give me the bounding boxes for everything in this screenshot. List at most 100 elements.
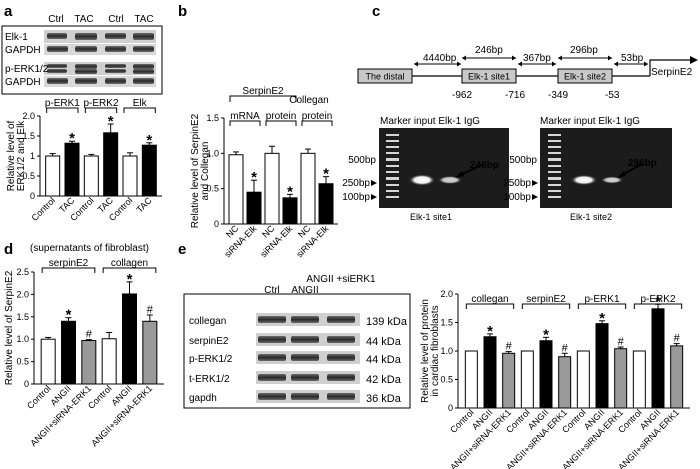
gel2-marker-3: 100bp bbox=[503, 192, 531, 203]
blot-e-row-label: collegan bbox=[189, 316, 226, 327]
chart-a-category-label: TAC bbox=[134, 195, 154, 215]
blot-a-band bbox=[133, 78, 154, 84]
chart-b-tick-label: 1.0 bbox=[206, 148, 219, 158]
span-label-5: 53bp bbox=[621, 53, 644, 64]
chart-e-tick-label: 2.0 bbox=[440, 289, 453, 299]
chart-e-bar bbox=[670, 345, 684, 409]
chart-b-bracket bbox=[301, 120, 333, 126]
gel2-marker-1: 500bp bbox=[509, 155, 537, 166]
blot-e-size: 44 kDa bbox=[366, 354, 402, 366]
chart-d-tick-label: 2.5 bbox=[16, 267, 29, 277]
chart-a-bracket bbox=[46, 107, 79, 113]
gel2-band-label: 296bp bbox=[628, 158, 657, 169]
chart-a-group-label: Elk bbox=[133, 98, 148, 109]
gel2-caption: Elk-1 site2 bbox=[570, 212, 612, 222]
blot-a-band bbox=[75, 46, 97, 52]
chart-e-bar bbox=[539, 340, 553, 409]
chart-e-sig-mark: # bbox=[618, 336, 625, 348]
blot-a-row3-bg bbox=[44, 62, 156, 75]
blot-e-size: 139 kDa bbox=[366, 316, 408, 328]
blot-a-band bbox=[75, 64, 97, 69]
chart-e-ylabel: in cardiac fibroblasts bbox=[430, 305, 441, 396]
chart-a-bar bbox=[45, 155, 61, 197]
gel-site1: Marker input Elk-1 IgG 246bp 500bp 250bp… bbox=[342, 116, 509, 222]
chart-e-bracket bbox=[465, 303, 515, 309]
blot-a-row1-bg bbox=[44, 30, 156, 43]
panel-a: a Ctrl TAC Ctrl TAC bbox=[1, 3, 163, 223]
blot-e-band bbox=[327, 336, 355, 343]
panel-a-blot: Ctrl TAC Ctrl TAC bbox=[1, 14, 163, 95]
chart-d-group-label: collagen bbox=[111, 258, 148, 269]
chart-e-sig-mark: # bbox=[506, 341, 513, 353]
span-label-3: 367bp bbox=[523, 53, 551, 64]
chart-e-sig-mark: * bbox=[655, 293, 661, 310]
chart-d-bar bbox=[40, 338, 56, 385]
chart-e-group-label: p-ERK1 bbox=[584, 294, 619, 305]
chart-a-ylabel: ERK1/2 and Elk bbox=[16, 120, 27, 192]
blot-a-band bbox=[105, 33, 126, 39]
chart-e-bar bbox=[558, 356, 572, 409]
panel-b: b 0 0.5 1.0 1.5 Relative level of SerpinE2 an… bbox=[178, 3, 338, 259]
chart-d-group-label: serpinE2 bbox=[49, 258, 89, 269]
chart-b-bar bbox=[282, 197, 298, 225]
gel2-header: Marker input Elk-1 IgG bbox=[540, 116, 640, 127]
chart-d-tick-label: 2.0 bbox=[16, 289, 29, 299]
chart-e-bar bbox=[502, 352, 516, 409]
chart-b-sig-mark: * bbox=[323, 166, 329, 183]
blot-a-row-1: Elk-1 bbox=[5, 32, 28, 43]
blot-e-band bbox=[291, 354, 319, 361]
chart-b-bar bbox=[228, 154, 244, 225]
chart-e-bar bbox=[520, 350, 534, 409]
blot-a-lane-1: Ctrl bbox=[48, 14, 64, 25]
chart-b-header: Collegan bbox=[289, 95, 328, 106]
chart-d-bar bbox=[122, 293, 137, 385]
chart-e-sig-mark: * bbox=[487, 323, 493, 340]
chart-e-bar bbox=[483, 336, 497, 409]
chart-a-bar bbox=[103, 132, 119, 197]
blot-e-band bbox=[291, 393, 319, 400]
panel-b-label: b bbox=[178, 3, 187, 20]
blot-a-band bbox=[47, 69, 67, 73]
gel1-caption: Elk-1 site1 bbox=[410, 212, 452, 222]
chart-b-sig-mark: * bbox=[251, 169, 257, 186]
chart-e-sig-mark: * bbox=[599, 310, 605, 327]
blot-e-band bbox=[327, 354, 355, 361]
chart-e-group-label: p-ERK2 bbox=[640, 294, 675, 305]
chart-e-group-label: collegan bbox=[471, 294, 508, 305]
blot-a-band bbox=[133, 64, 154, 69]
chart-d-tick-label: 1.5 bbox=[16, 312, 29, 322]
blot-a-band bbox=[47, 46, 68, 52]
chart-b-bar bbox=[264, 152, 280, 225]
chart-b-ylabel: Relative level of SerpinE2 bbox=[190, 113, 201, 228]
chart-a-ylabel: Relative level of bbox=[6, 120, 17, 191]
chart-a-tick-label: 1 bbox=[30, 151, 35, 161]
blot-e-lane-1: Ctrl bbox=[264, 285, 280, 296]
chart-a-bar bbox=[83, 155, 99, 197]
position-1: -962 bbox=[452, 90, 472, 101]
gel1-header: Marker input Elk-1 IgG bbox=[380, 116, 480, 127]
gel1-elk-band bbox=[438, 176, 462, 184]
chart-a-bracket bbox=[84, 107, 118, 113]
blot-a-row4-bg bbox=[44, 76, 156, 87]
chart-e-sig-mark: # bbox=[562, 342, 569, 354]
blot-e-row-label: p-ERK1/2 bbox=[189, 354, 233, 365]
chart-b-bar bbox=[300, 152, 316, 225]
site1-box bbox=[461, 68, 517, 84]
blot-a-lane-4: TAC bbox=[134, 14, 153, 25]
blot-e-size: 44 kDa bbox=[366, 336, 402, 348]
chart-a-group-label: p-ERK1 bbox=[45, 98, 80, 109]
blot-e-size: 36 kDa bbox=[366, 393, 402, 405]
blot-e-band bbox=[291, 336, 319, 343]
chart-e-bracket bbox=[633, 303, 683, 309]
gel2-marker-2: 250bp bbox=[503, 178, 531, 189]
chart-b-ylabel: and Collegan bbox=[200, 142, 211, 201]
chart-d-bar bbox=[142, 320, 158, 385]
chart-e-bar bbox=[651, 308, 665, 409]
chart-a-bracket bbox=[123, 107, 156, 113]
chart-b-group-label: protein bbox=[266, 111, 297, 122]
chart-e-sig-mark: # bbox=[674, 333, 681, 345]
chart-e-bar bbox=[576, 350, 590, 409]
tss-arrow-head bbox=[690, 56, 698, 64]
position-4: -53 bbox=[605, 90, 620, 101]
chart-a-bar bbox=[141, 144, 157, 197]
